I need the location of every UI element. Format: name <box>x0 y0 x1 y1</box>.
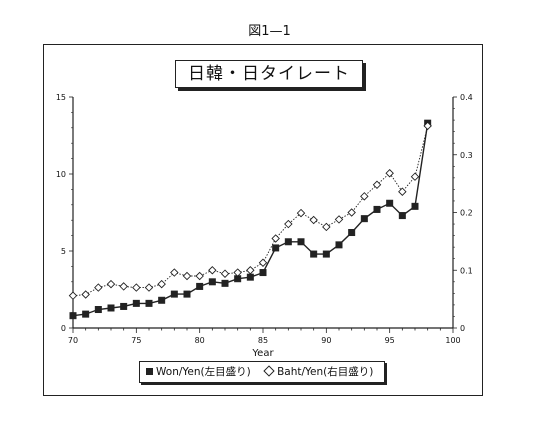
y-right-tick-label: 0 <box>460 324 465 333</box>
baht-yen-point <box>347 208 356 217</box>
baht-yen-point <box>372 180 382 190</box>
legend: Won/Yen(左目盛り) Baht/Yen(右目盛り) <box>139 361 385 383</box>
x-tick-label: 100 <box>445 336 460 345</box>
legend-entry-baht: Baht/Yen(右目盛り) <box>262 362 373 382</box>
won-yen-point <box>297 238 305 246</box>
baht-yen-point <box>144 283 154 292</box>
baht-yen-point <box>271 234 280 243</box>
baht-yen-point <box>106 279 116 289</box>
won-yen-point <box>82 310 90 318</box>
y-right-tick-label: 0.3 <box>460 151 473 160</box>
x-tick-label: 75 <box>131 336 141 345</box>
y-left-tick-label: 15 <box>56 93 66 102</box>
won-yen-point <box>107 304 115 312</box>
baht-yen-point <box>220 269 230 278</box>
baht-yen-point <box>170 268 179 277</box>
won-yen-point <box>386 199 394 207</box>
chart-frame <box>43 44 483 396</box>
x-tick-label: 95 <box>385 336 395 345</box>
y-left-tick-label: 10 <box>56 170 66 179</box>
baht-yen-point <box>157 279 166 289</box>
won-yen-point <box>246 273 254 281</box>
baht-yen-point <box>208 266 217 275</box>
won-yen-point <box>145 299 153 307</box>
legend-label-won: Won/Yen(左目盛り) <box>156 366 251 378</box>
won-yen-point <box>272 244 280 252</box>
baht-yen-point <box>334 215 344 224</box>
won-yen-point <box>284 238 292 246</box>
won-yen-point <box>183 290 191 298</box>
x-tick-label: 85 <box>258 336 268 345</box>
chart-title: 日韓・日タイレート <box>175 60 363 88</box>
baht-yen-point <box>385 168 394 178</box>
baht-yen-point <box>68 291 78 300</box>
won-yen-point <box>132 299 140 307</box>
baht-yen-point <box>423 121 432 131</box>
y-right-tick-label: 0.1 <box>460 266 473 275</box>
won-yen-point <box>398 212 406 220</box>
won-yen-point <box>348 229 356 237</box>
legend-label-baht: Baht/Yen(右目盛り) <box>277 366 374 378</box>
baht-yen-point <box>284 219 293 229</box>
won-yen-point <box>411 202 419 210</box>
y-right-tick-label: 0.2 <box>460 209 473 218</box>
baht-yen-point <box>233 268 242 277</box>
baht-yen-point <box>81 290 90 299</box>
baht-yen-point <box>322 222 331 232</box>
baht-yen-point <box>398 187 407 196</box>
won-yen-point <box>221 279 229 287</box>
baht-yen-point <box>195 271 204 281</box>
won-yen-point <box>335 241 343 249</box>
won-yen-point <box>69 312 77 320</box>
won-yen-point <box>196 282 204 290</box>
won-yen-point <box>208 278 216 286</box>
y-left-tick-label: 0 <box>61 324 66 333</box>
baht-yen-point <box>410 172 420 181</box>
x-tick-label: 80 <box>195 336 205 345</box>
won-yen-point <box>322 250 330 258</box>
y-right-tick-label: 0.4 <box>460 93 473 102</box>
x-tick-label: 70 <box>68 336 78 345</box>
baht-yen-point <box>94 283 103 292</box>
y-left-tick-label: 5 <box>61 247 66 256</box>
baht-yen-point <box>132 283 141 292</box>
won-yen-point <box>360 215 368 223</box>
won-yen-point <box>158 296 166 304</box>
won-yen-point <box>373 205 381 213</box>
baht-yen-point <box>360 192 369 201</box>
x-axis-title: Year <box>251 348 274 359</box>
baht-yen-point <box>119 282 128 291</box>
figure-label: 図1—1 <box>248 24 291 39</box>
filled-square-marker-icon <box>146 368 153 375</box>
won-yen-point <box>120 302 128 310</box>
legend-entry-won: Won/Yen(左目盛り) <box>146 362 251 382</box>
won-yen-point <box>259 269 267 277</box>
x-tick-label: 90 <box>321 336 331 345</box>
won-yen-point <box>94 306 102 314</box>
baht-yen-point <box>296 208 306 218</box>
baht-yen-point <box>182 271 192 281</box>
open-diamond-marker-icon <box>263 365 275 377</box>
baht-yen-point <box>246 266 255 275</box>
baht-yen-point <box>309 215 318 225</box>
won-yen-point <box>170 290 178 298</box>
baht-yen-point <box>258 258 268 267</box>
won-yen-point <box>310 250 318 258</box>
